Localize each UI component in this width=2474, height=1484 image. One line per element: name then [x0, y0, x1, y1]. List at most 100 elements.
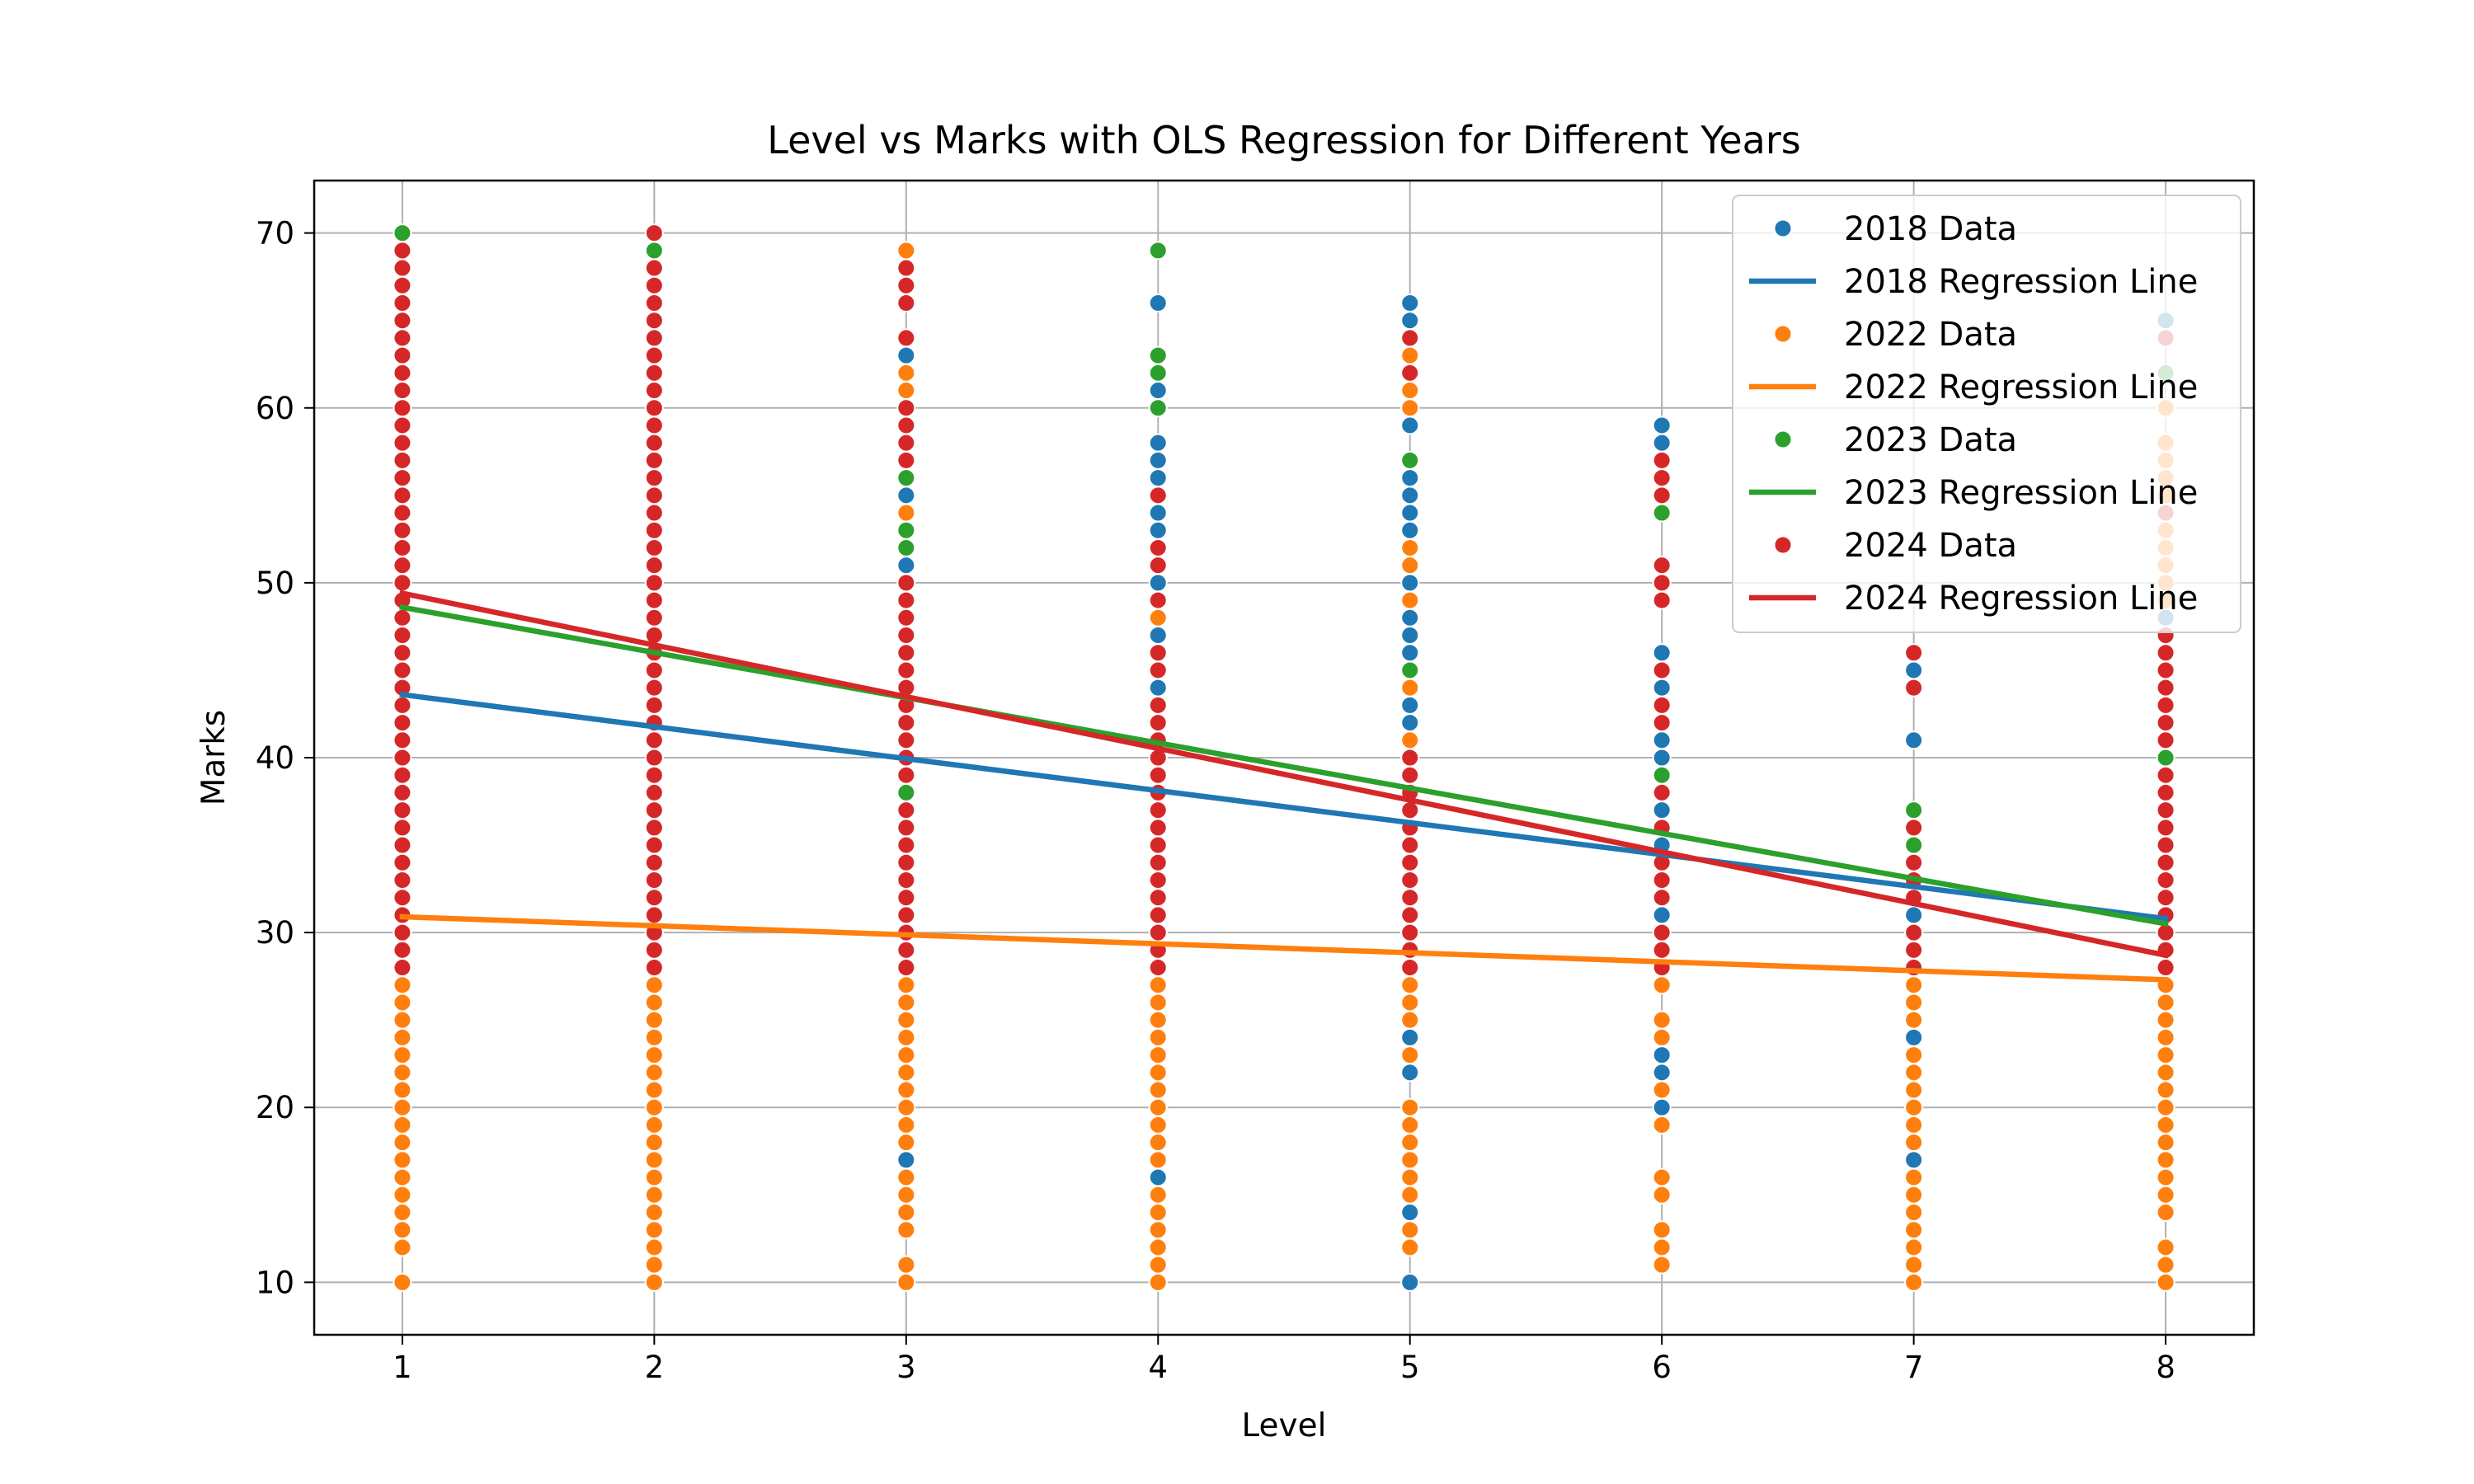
scatter-point	[896, 258, 916, 278]
scatter-point	[2156, 782, 2175, 802]
scatter-point	[393, 1115, 412, 1134]
scatter-point	[644, 748, 664, 768]
legend-item: 2023 Data	[1773, 421, 2017, 459]
legend-item: 2022 Data	[1773, 316, 2017, 354]
scatter-point	[1400, 1027, 1420, 1047]
chart-title: Level vs Marks with OLS Regression for D…	[767, 118, 1800, 162]
scatter-point	[393, 643, 412, 663]
y-axis-label: Marks	[195, 710, 233, 806]
scatter-point	[1400, 835, 1420, 855]
scatter-point	[896, 345, 916, 365]
scatter-point	[1400, 1097, 1420, 1117]
scatter-point	[1400, 345, 1420, 365]
scatter-point	[896, 660, 916, 680]
scatter-point	[2156, 870, 2175, 890]
scatter-point	[1904, 1027, 1924, 1047]
scatter-point	[2156, 1045, 2175, 1065]
scatter-point	[2156, 888, 2175, 908]
scatter-point	[644, 345, 664, 365]
x-tick-label: 5	[1400, 1350, 1420, 1385]
legend-label: 2023 Regression Line	[1844, 474, 2198, 512]
scatter-point	[2156, 1167, 2175, 1187]
scatter-point	[1148, 678, 1168, 697]
scatter-point	[393, 1027, 412, 1047]
scatter-point	[2156, 1255, 2175, 1275]
scatter-point	[2156, 1027, 2175, 1047]
legend-item: 2022 Regression Line	[1749, 369, 2198, 406]
legend-marker	[1773, 218, 1793, 238]
legend-label: 2023 Data	[1844, 421, 2017, 459]
legend-item: 2018 Data	[1773, 210, 2017, 248]
scatter-point	[1652, 1080, 1672, 1100]
scatter-point	[393, 503, 412, 523]
scatter-point	[1400, 1063, 1420, 1082]
scatter-point	[896, 590, 916, 610]
scatter-point	[1148, 923, 1168, 942]
scatter-point	[1148, 1203, 1168, 1223]
scatter-point	[1148, 293, 1168, 312]
scatter-point	[644, 275, 664, 295]
scatter-point	[393, 958, 412, 978]
scatter-point	[393, 1185, 412, 1205]
scatter-point	[644, 1255, 664, 1275]
legend: 2018 Data 2018 Regression Line 2022 Data 20…	[1732, 195, 2241, 633]
scatter-point	[2156, 801, 2175, 820]
scatter-point	[896, 433, 916, 453]
scatter-point	[644, 538, 664, 557]
scatter-point	[1904, 1203, 1924, 1223]
scatter-point	[644, 993, 664, 1012]
scatter-point	[393, 713, 412, 733]
scatter-point	[1148, 870, 1168, 890]
scatter-point	[2156, 765, 2175, 785]
scatter-point	[1652, 782, 1672, 802]
scatter-point	[1400, 852, 1420, 872]
scatter-point	[1904, 1045, 1924, 1065]
scatter-point	[896, 450, 916, 470]
scatter-point	[896, 626, 916, 646]
scatter-point	[393, 748, 412, 768]
scatter-point	[896, 503, 916, 523]
scatter-point	[1904, 1010, 1924, 1030]
scatter-point	[1400, 520, 1420, 540]
scatter-point	[1148, 818, 1168, 838]
scatter-point	[2156, 1115, 2175, 1134]
scatter-point	[896, 573, 916, 593]
scatter-point	[644, 765, 664, 785]
scatter-point	[1148, 1185, 1168, 1205]
scatter-point	[644, 1045, 664, 1065]
scatter-point	[896, 486, 916, 505]
scatter-point	[1400, 1272, 1420, 1292]
scatter-point	[2156, 1063, 2175, 1082]
scatter-point	[2156, 818, 2175, 838]
scatter-point	[1400, 1133, 1420, 1153]
scatter-point	[393, 695, 412, 715]
scatter-point	[1400, 363, 1420, 383]
scatter-point	[393, 328, 412, 348]
scatter-point	[393, 626, 412, 646]
scatter-point	[644, 363, 664, 383]
scatter-point	[644, 1150, 664, 1170]
scatter-point	[644, 975, 664, 995]
scatter-point	[644, 801, 664, 820]
scatter-point	[896, 782, 916, 802]
scatter-point	[644, 1203, 664, 1223]
scatter-point	[1904, 975, 1924, 995]
scatter-point	[1400, 1185, 1420, 1205]
scatter-point	[1148, 503, 1168, 523]
scatter-point	[1652, 975, 1672, 995]
x-axis-label: Level	[1242, 1407, 1327, 1444]
scatter-point	[896, 1010, 916, 1030]
scatter-point	[1904, 852, 1924, 872]
scatter-point	[2156, 1272, 2175, 1292]
scatter-point	[896, 1150, 916, 1170]
scatter-point	[1400, 293, 1420, 312]
scatter-point	[896, 940, 916, 960]
scatter-point	[2156, 1097, 2175, 1117]
scatter-point	[896, 852, 916, 872]
scatter-point	[644, 503, 664, 523]
scatter-point	[1652, 1115, 1672, 1134]
scatter-point	[644, 608, 664, 627]
scatter-point	[1400, 538, 1420, 557]
scatter-point	[644, 852, 664, 872]
scatter-point	[1904, 1150, 1924, 1170]
